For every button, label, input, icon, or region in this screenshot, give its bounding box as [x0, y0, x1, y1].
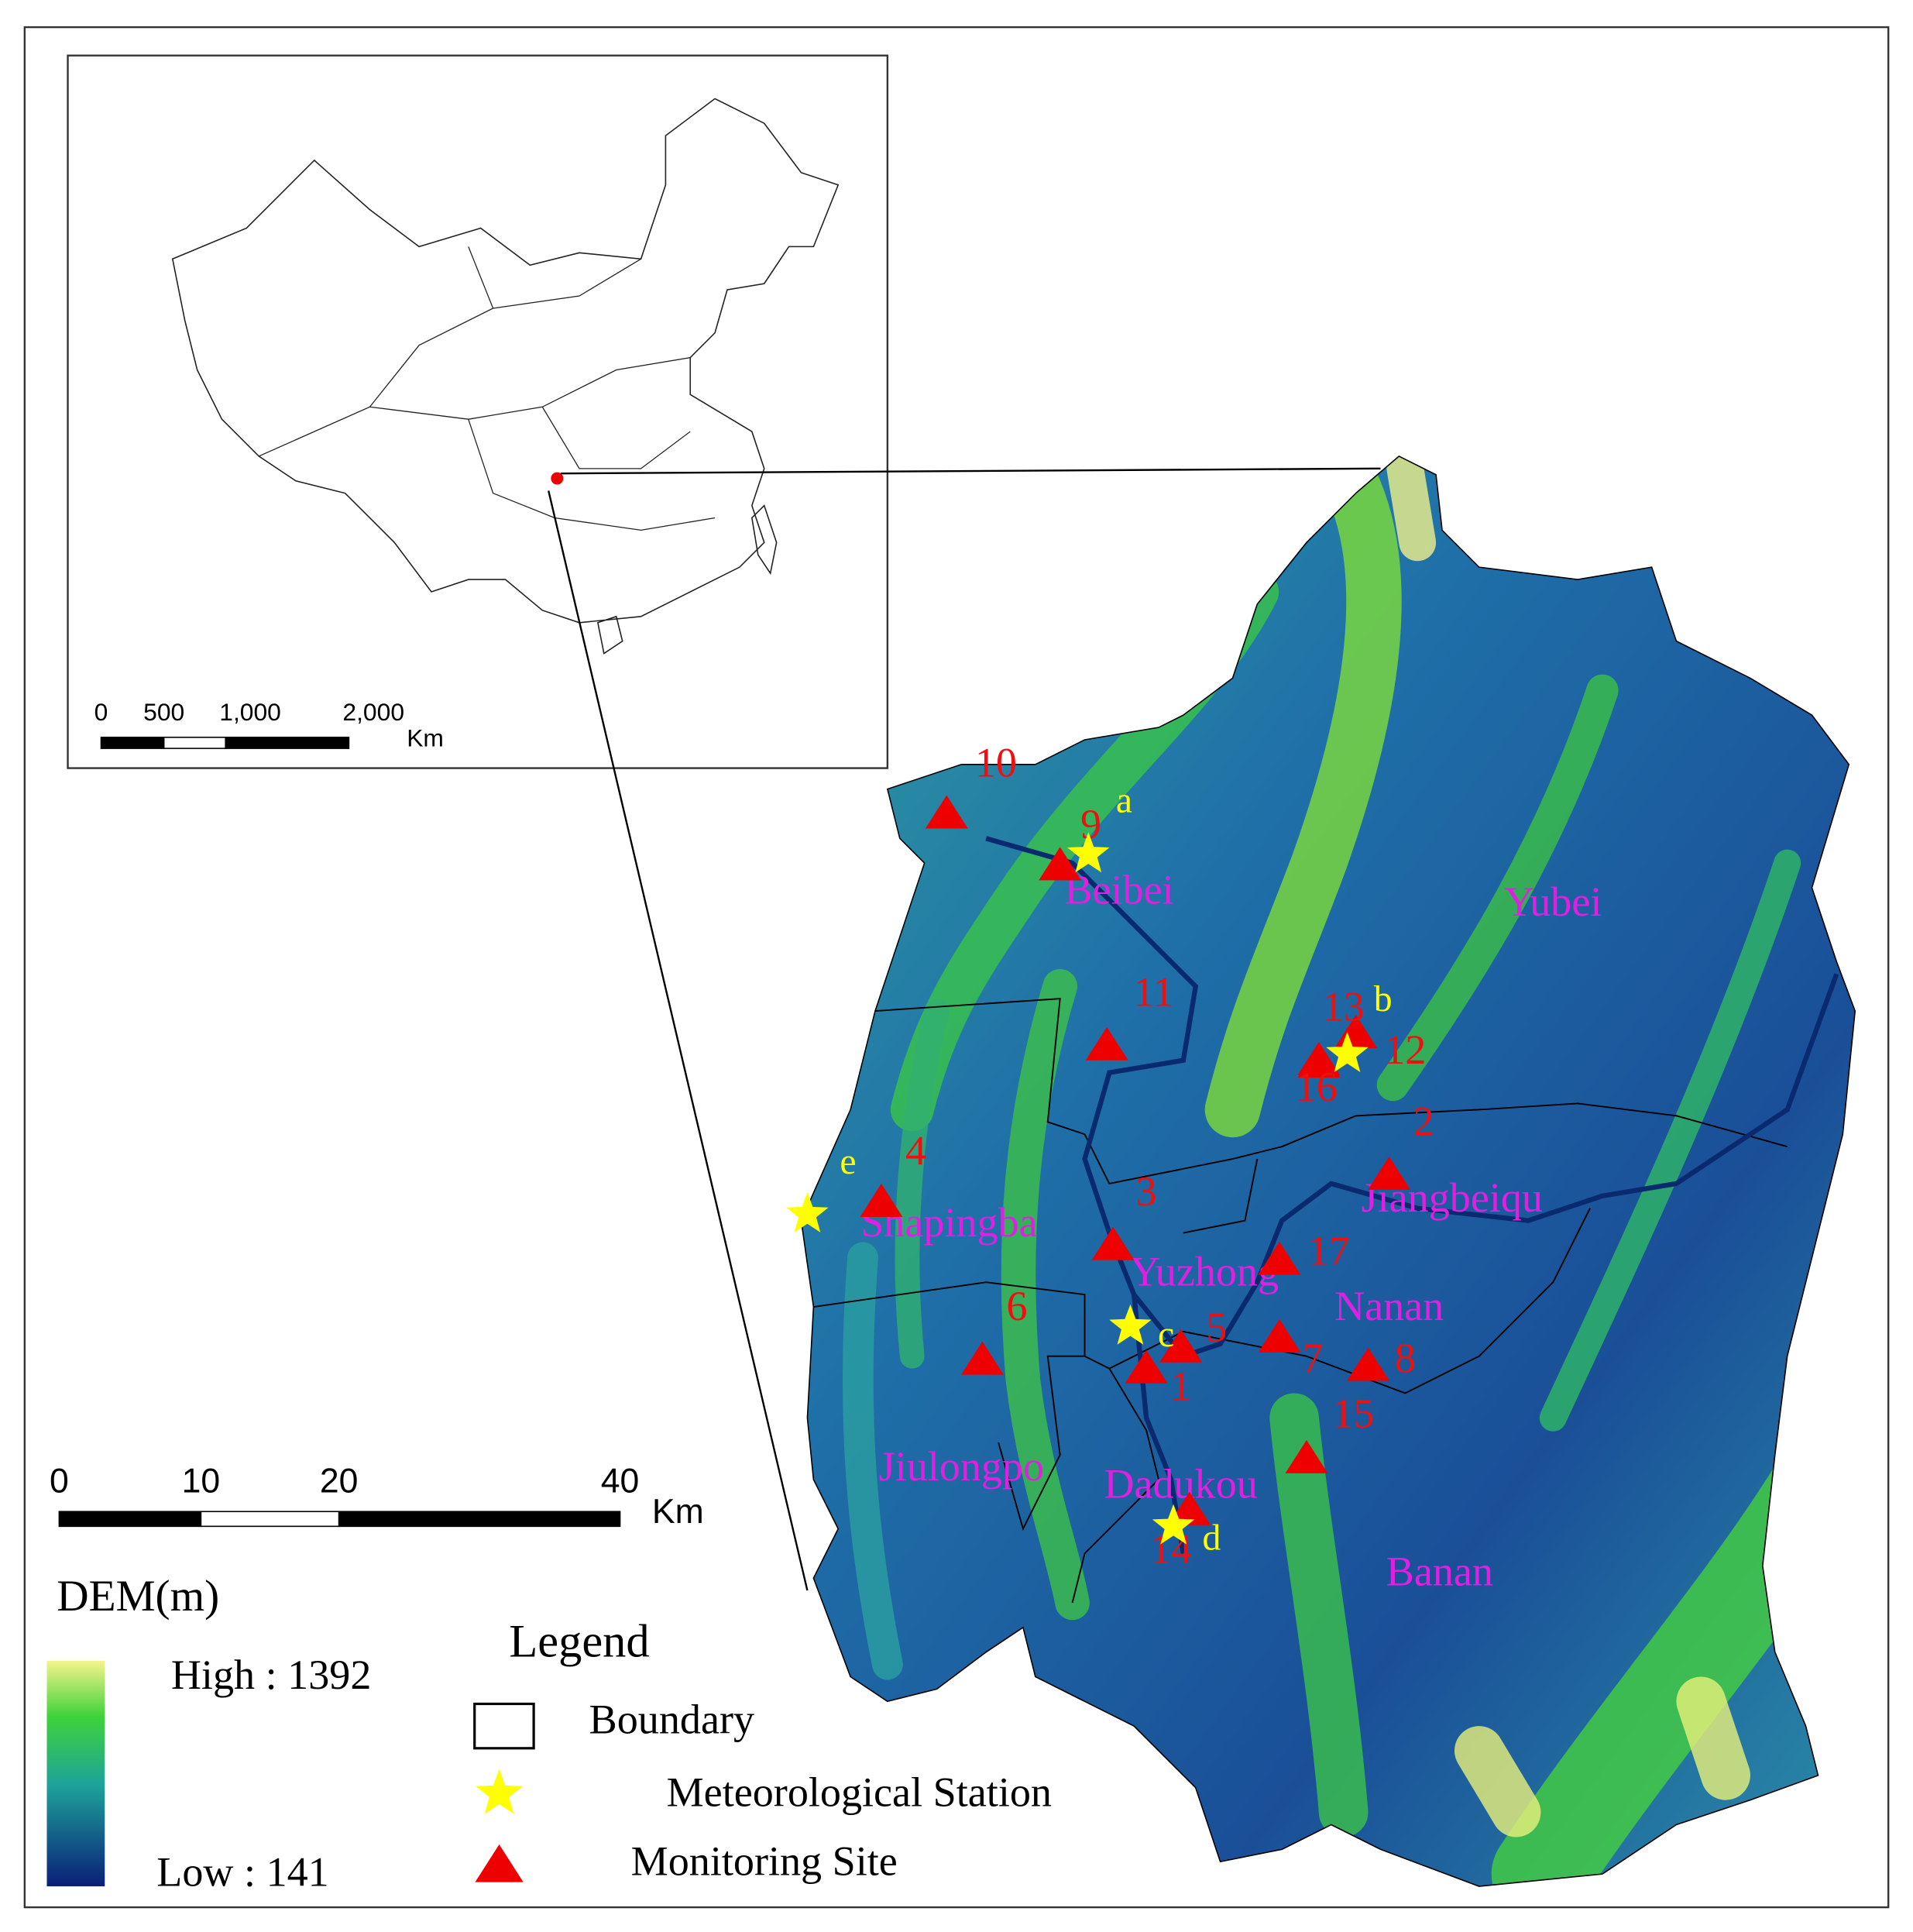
dem-ridge [1376, 674, 1619, 1102]
meteorological-station [1067, 832, 1110, 873]
site-label: 17 [1308, 1228, 1350, 1274]
inset-scale-label: 0 [94, 698, 108, 726]
scale-bar-unit: Km [652, 1493, 704, 1531]
monitoring-site [1091, 1226, 1135, 1260]
meteorological-station [1326, 1032, 1369, 1073]
frame [23, 26, 1890, 1909]
scale-bar-label: 10 [182, 1462, 221, 1500]
dem-ridge [1676, 1676, 1750, 1800]
site-label: 1 [1170, 1363, 1191, 1410]
dem-low: Low : 141 [156, 1849, 328, 1896]
site-label: 2 [1413, 1098, 1434, 1145]
scale-bar-segment [58, 1511, 202, 1528]
legend-item: Boundary [589, 1696, 754, 1742]
site-label: 5 [1206, 1304, 1227, 1350]
dem-color-ramp [46, 1660, 105, 1887]
monitoring-site [1039, 847, 1082, 881]
dem-ridge [1539, 849, 1801, 1432]
monitoring-site [960, 1341, 1004, 1375]
site-label: 10 [975, 739, 1017, 786]
site-label: 15 [1332, 1391, 1374, 1437]
dem-surface [800, 455, 1856, 1887]
district-label: Yubei [1504, 878, 1602, 925]
inset-scale-label: 500 [143, 698, 184, 726]
scale-bar-label: 40 [601, 1462, 640, 1500]
dem-title: DEM(m) [57, 1572, 219, 1621]
study-area-marker [551, 472, 564, 485]
meteorological-station [1109, 1304, 1152, 1345]
monitoring-site [1159, 1329, 1203, 1363]
meteorological-station [786, 1192, 829, 1232]
site-label: 8 [1395, 1335, 1416, 1381]
site-label: 13 [1323, 984, 1365, 1030]
scale-bar-label: 0 [50, 1462, 69, 1500]
monitoring-site [1297, 1044, 1341, 1078]
monitoring-site [860, 1183, 903, 1217]
monitoring-site [1368, 1156, 1411, 1190]
inset-scale-bar-segment [225, 736, 350, 749]
site-label: 16 [1296, 1064, 1338, 1110]
district-label: Jiulongpo [879, 1443, 1044, 1490]
site-label: 3 [1136, 1168, 1157, 1215]
china-outline [171, 98, 840, 655]
study-area-boundary [800, 455, 1856, 1887]
zoom-line [561, 467, 1381, 475]
inset-scale-label: 2,000 [342, 698, 404, 726]
site-label: 11 [1134, 968, 1174, 1015]
monitoring-site [1285, 1439, 1328, 1473]
legend-station-symbol [476, 1769, 523, 1814]
legend-site-symbol [475, 1844, 524, 1882]
station-label: d [1203, 1517, 1221, 1558]
monitoring-site [1085, 1026, 1128, 1061]
meteorological-station [1152, 1504, 1195, 1545]
station-label: b [1374, 978, 1393, 1019]
site-label: 4 [905, 1128, 926, 1174]
scale-bar-label: 20 [320, 1462, 359, 1500]
station-label: a [1116, 780, 1132, 821]
district-label: Nanan [1334, 1283, 1444, 1329]
scale-bar-segment [338, 1511, 621, 1528]
monitoring-site [1347, 1347, 1390, 1381]
dem-ridge [1204, 455, 1402, 1138]
dem-ridge [842, 1242, 903, 1680]
legend-title: Legend [509, 1616, 649, 1668]
monitoring-site [925, 795, 968, 829]
district-label: Dadukou [1104, 1460, 1257, 1507]
dem-high: High : 1392 [171, 1652, 372, 1698]
dem-ridge [895, 999, 950, 1369]
inset-scale-bar-segment [163, 736, 227, 749]
legend-item: Monitoring Site [631, 1837, 898, 1884]
inset-scale-unit: Km [407, 724, 444, 751]
legend-boundary-symbol [473, 1702, 535, 1750]
site-label: 6 [1006, 1283, 1027, 1329]
monitoring-site [1125, 1349, 1168, 1384]
district-label: Banan [1386, 1548, 1493, 1594]
legend-item: Meteorological Station [667, 1769, 1052, 1815]
district-label: Yuzhong [1130, 1249, 1279, 1295]
dem-ridge [1454, 1726, 1541, 1837]
monitoring-site [1168, 1491, 1211, 1525]
station-label: c [1158, 1314, 1174, 1355]
monitoring-site [1258, 1318, 1301, 1353]
dem-ridge [1001, 968, 1090, 1621]
inset-scale-label: 1,000 [219, 698, 281, 726]
dem-ridge [1386, 455, 1437, 562]
district-boundaries [813, 998, 1788, 1604]
station-label: e [840, 1141, 856, 1182]
district-label: Beibei [1064, 866, 1173, 913]
scale-bar-segment [200, 1511, 340, 1528]
site-label: 7 [1302, 1335, 1323, 1381]
site-label: 12 [1384, 1026, 1426, 1073]
zoom-line [548, 490, 809, 1591]
inset-scale-bar-segment [100, 736, 165, 749]
monitoring-site [1258, 1241, 1301, 1275]
